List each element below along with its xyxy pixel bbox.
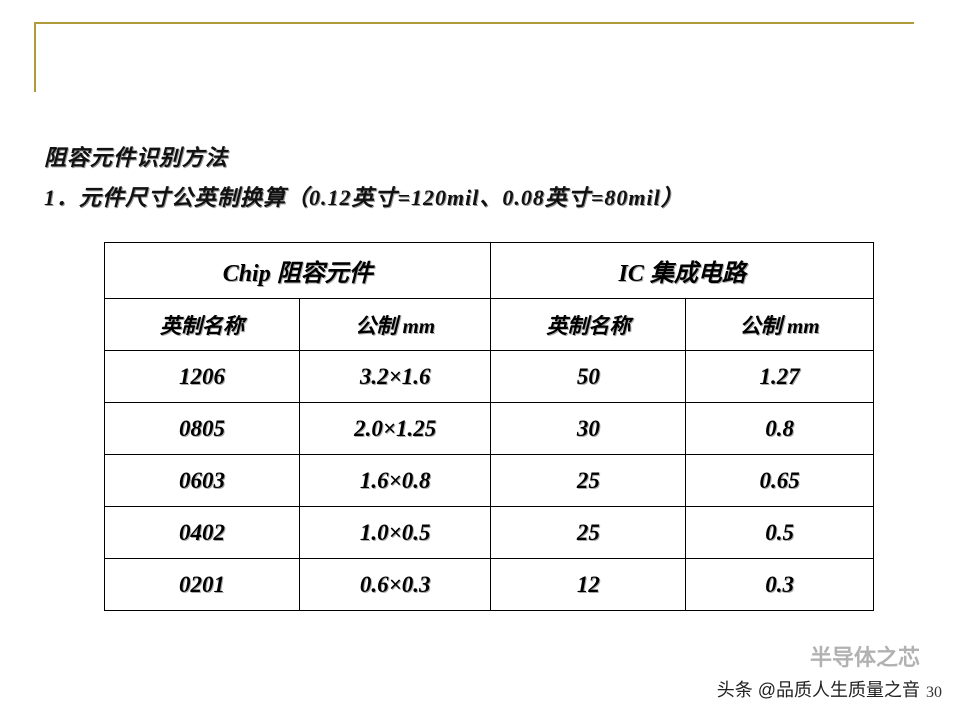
heading: 阻容元件识别方法: [44, 140, 924, 172]
group-header-chip: Chip 阻容元件: [105, 243, 491, 299]
page-number: 30: [926, 684, 942, 702]
table-row: 1206 3.2×1.6 50 1.27: [105, 351, 874, 403]
cell: 0.65: [686, 455, 874, 507]
cell: 0402: [105, 507, 300, 559]
cell: 2.0×1.25: [299, 403, 491, 455]
sub-header: 英制名称: [105, 299, 300, 351]
sub-header: 公制 mm: [299, 299, 491, 351]
cell: 12: [491, 559, 686, 611]
table-row: 0402 1.0×0.5 25 0.5: [105, 507, 874, 559]
cell: 1.6×0.8: [299, 455, 491, 507]
table-group-header-row: Chip 阻容元件 IC 集成电路: [105, 243, 874, 299]
sub-header: 英制名称: [491, 299, 686, 351]
cell: 50: [491, 351, 686, 403]
cell: 0.5: [686, 507, 874, 559]
cell: 1.0×0.5: [299, 507, 491, 559]
conversion-table-wrap: Chip 阻容元件 IC 集成电路 英制名称 公制 mm 英制名称 公制 mm …: [104, 242, 874, 611]
conversion-table: Chip 阻容元件 IC 集成电路 英制名称 公制 mm 英制名称 公制 mm …: [104, 242, 874, 611]
cell: 0.8: [686, 403, 874, 455]
watermark-text: 半导体之芯: [810, 640, 920, 672]
cell: 0805: [105, 403, 300, 455]
cell: 0603: [105, 455, 300, 507]
cell: 0.6×0.3: [299, 559, 491, 611]
cell: 30: [491, 403, 686, 455]
sub-header: 公制 mm: [686, 299, 874, 351]
table-row: 0201 0.6×0.3 12 0.3: [105, 559, 874, 611]
table-row: 0603 1.6×0.8 25 0.65: [105, 455, 874, 507]
cell: 3.2×1.6: [299, 351, 491, 403]
cell: 25: [491, 455, 686, 507]
cell: 1.27: [686, 351, 874, 403]
cell: 25: [491, 507, 686, 559]
table-sub-header-row: 英制名称 公制 mm 英制名称 公制 mm: [105, 299, 874, 351]
cell: 1206: [105, 351, 300, 403]
subheading: 1．元件尺寸公英制换算（0.12英寸=120mil、0.08英寸=80mil）: [44, 180, 924, 212]
main-content: 阻容元件识别方法 1．元件尺寸公英制换算（0.12英寸=120mil、0.08英…: [44, 140, 924, 611]
cell: 0201: [105, 559, 300, 611]
group-header-ic: IC 集成电路: [491, 243, 874, 299]
table-row: 0805 2.0×1.25 30 0.8: [105, 403, 874, 455]
cell: 0.3: [686, 559, 874, 611]
footer-attribution: 头条 @品质人生质量之音: [717, 676, 920, 702]
decorative-corner-frame: [34, 22, 914, 92]
